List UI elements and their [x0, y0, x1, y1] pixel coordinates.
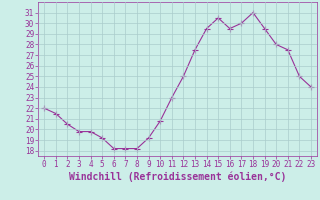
X-axis label: Windchill (Refroidissement éolien,°C): Windchill (Refroidissement éolien,°C)	[69, 172, 286, 182]
